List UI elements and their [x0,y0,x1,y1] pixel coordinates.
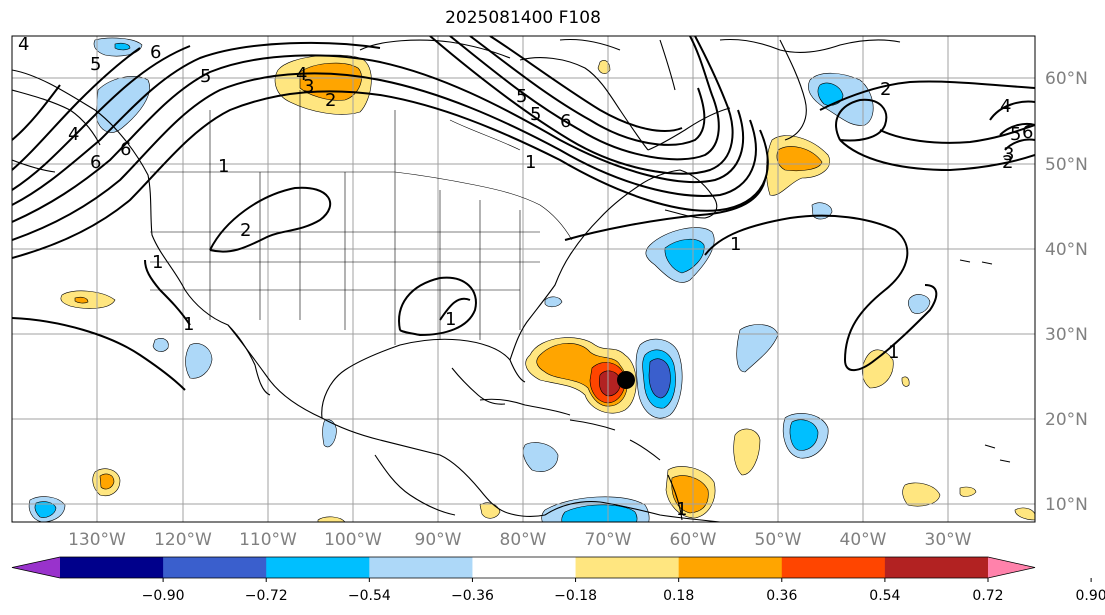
colorbar: −0.90 −0.72 −0.54 −0.36 −0.18 0.18 0.36 0.54 0.7… [11,556,1105,604]
contour-label: 2 [880,79,891,100]
contour-label: 4 [18,34,29,55]
storm-center-marker [617,371,635,389]
contour-label: 3 [1003,144,1014,165]
colorbar-tick-label: 0.54 [869,588,900,604]
colorbar-segment [369,557,473,578]
colorbar-extend-min [12,557,60,578]
contour-label: 1 [152,252,163,273]
lon-label: 90°W [415,530,462,550]
lon-label: 120°W [154,530,212,550]
map-area: 6 5 5 4 3 2 5 6 5 6 6 4 4 1 1 2 1 1 1 1 … [12,34,1035,522]
contour-label: 2 [325,90,336,111]
colorbar-segment [678,557,783,578]
colorbar-tick-label: 0.36 [766,588,797,604]
contour-label: 6 [120,139,131,160]
colorbar-extend-max [988,557,1035,578]
contour-label-group: 6 5 5 4 3 2 5 6 5 6 6 4 4 1 1 2 1 1 1 1 … [18,34,1033,520]
lon-label: 40°W [840,530,887,550]
contour-label: 1 [183,314,194,335]
lon-label: 110°W [239,530,297,550]
political-borders [150,90,573,345]
contour-label: 1 [888,342,899,363]
lat-label: 10°N [1045,495,1088,515]
lon-label: 80°W [500,530,547,550]
lon-label: 130°W [68,530,126,550]
colorbar-tick-label: −0.90 [142,588,185,604]
colorbar-tick-label: −0.72 [245,588,288,604]
contour-label: 4 [296,64,307,85]
contour-label: 6 [150,42,161,63]
colorbar-segment [60,557,164,578]
map-frame [11,35,1036,523]
grid-lines [12,36,1035,522]
lat-label: 30°N [1045,325,1088,345]
contour-label: 1 [730,234,741,255]
contour-label: 6 [560,111,571,132]
contour-label: 2 [1002,152,1013,173]
longitude-labels: 130°W 120°W 110°W 100°W 90°W 80°W 70°W 6… [68,530,972,550]
contour-label: 6 [1022,122,1033,143]
latitude-labels: 60°N 50°N 40°N 30°N 20°N 10°N [1045,69,1088,515]
colorbar-segment [266,557,370,578]
contour-label: 6 [90,152,101,173]
contour-lines [12,36,1035,391]
contour-label: 4 [68,124,79,145]
lat-label: 50°N [1045,155,1088,175]
contour-label: 5 [516,86,527,107]
colorbar-segment [781,557,886,578]
contour-label: 1 [525,152,536,173]
lon-label: 100°W [324,530,382,550]
contour-label: 1 [445,309,456,330]
lon-label: 30°W [925,530,972,550]
colorbar-segment [884,557,989,578]
contour-label: 5 [90,54,101,75]
lon-label: 70°W [585,530,632,550]
lat-label: 40°N [1045,240,1088,260]
colorbar-outline [11,556,1036,579]
contour-label: 1 [676,499,687,520]
contour-label: 2 [240,220,251,241]
contour-label: 5 [530,104,541,125]
colorbar-tick-label: −0.18 [554,588,597,604]
map-title: 2025081400 F108 [445,8,601,28]
colorbar-tick-label: 0.72 [972,588,1003,604]
lon-label: 60°W [670,530,717,550]
colorbar-segment [575,557,680,578]
lat-label: 60°N [1045,69,1088,89]
contour-label: 5 [200,66,211,87]
colorbar-tick-label: −0.36 [451,588,494,604]
colorbar-segment [472,557,577,578]
colorbar-tick-label: 0.18 [663,588,694,604]
colorbar-tick-label: −0.54 [348,588,391,604]
contour-label: 4 [1000,96,1011,117]
contour-label: 1 [218,156,229,177]
colorbar-segment [163,557,267,578]
contour-label: 3 [303,76,314,97]
lat-label: 20°N [1045,410,1088,430]
lon-label: 50°W [755,530,802,550]
contour-label: 5 [1010,124,1021,145]
colorbar-tick-label: 0.90 [1076,588,1105,604]
